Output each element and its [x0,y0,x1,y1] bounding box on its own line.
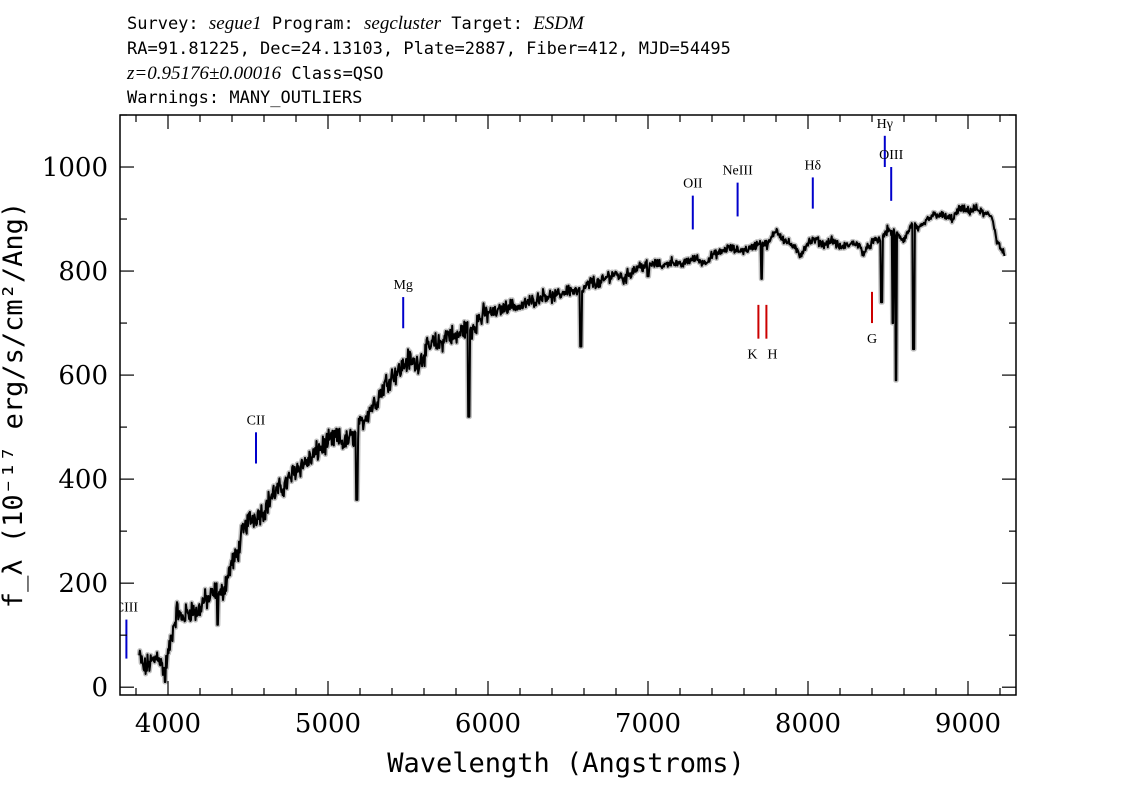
line-label-3: OII [683,177,703,192]
x-tick-label: 7000 [615,709,681,739]
header-line3: z=0.95176±0.00016 Class=QSO [126,63,384,84]
header-line1: Survey: segue1 Program: segcluster Targe… [127,13,585,34]
header-line4: Warnings: MANY_OUTLIERS [127,88,362,108]
x-tick-label: 5000 [295,709,361,739]
line-label-6: Hγ [877,117,893,132]
program-label: Program: [262,14,364,34]
error-band [136,202,1007,685]
program-value: segcluster [364,13,442,34]
line-label-1: CII [247,413,266,428]
y-axis-title: f_λ (10⁻¹⁷ erg/s/cm²/Ang) [0,202,29,608]
line-label-9: H [767,348,777,363]
header: Survey: segue1 Program: segcluster Targe… [126,13,731,108]
class-value: Class=QSO [281,64,383,84]
flux-series-line [138,203,1006,683]
spectral-line-markers: CIII CII Mg OII NeIII Hδ Hγ OIII K H G [115,117,904,659]
target-value: ESDM [532,13,585,34]
plot-area: CIII CII Mg OII NeIII Hδ Hγ OIII K H G [115,117,1007,685]
line-label-8: K [747,348,757,363]
line-label-7: OIII [879,148,903,163]
plot-frame [119,114,1017,696]
line-label-5: Hδ [804,158,821,173]
x-tick-label: 6000 [455,709,521,739]
line-label-0: CIII [115,601,139,616]
line-label-2: Mg [393,278,412,293]
y-tick-label: 400 [58,465,108,495]
header-line2: RA=91.81225, Dec=24.13103, Plate=2887, F… [127,39,731,59]
x-axis: 4000 5000 6000 7000 8000 9000 [135,115,1001,739]
y-axis: 0 200 400 600 800 1000 [42,114,1016,703]
y-tick-label: 600 [58,361,108,391]
line-label-4: NeIII [722,164,753,179]
y-tick-label: 0 [91,673,108,703]
x-tick-label: 4000 [135,709,201,739]
survey-value: segue1 [209,13,262,34]
survey-label: Survey: [127,14,209,34]
x-axis-title: Wavelength (Angstroms) [387,748,745,779]
redshift-value: z=0.95176±0.00016 [126,63,282,84]
x-tick-label: 8000 [775,709,841,739]
line-label-10: G [867,332,877,347]
y-tick-label: 1000 [42,153,108,183]
x-tick-label: 9000 [935,709,1001,739]
y-tick-label: 200 [58,569,108,599]
y-tick-label: 800 [58,257,108,287]
target-label: Target: [441,14,533,34]
